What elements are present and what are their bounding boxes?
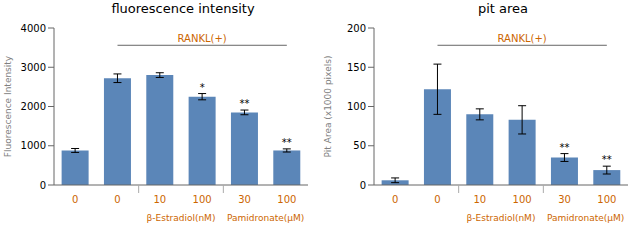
svg-text:3000: 3000 [21,62,46,73]
svg-text:4000: 4000 [21,23,46,34]
svg-text:100: 100 [513,194,532,205]
svg-text:30: 30 [558,194,571,205]
svg-text:**: ** [282,137,292,148]
svg-text:RANKL(+): RANKL(+) [498,33,547,44]
svg-text:0: 0 [114,194,120,205]
svg-text:150: 150 [347,62,366,73]
svg-text:10: 10 [473,194,486,205]
svg-text:β-Estradiol(nM): β-Estradiol(nM) [147,213,216,223]
svg-text:0: 0 [40,180,46,191]
svg-text:Fluorescence Intensity: Fluorescence Intensity [8,55,13,157]
svg-text:0: 0 [392,194,398,205]
svg-text:30: 30 [238,194,251,205]
svg-text:Pamidronate(μM): Pamidronate(μM) [547,213,624,223]
svg-text:**: ** [240,98,250,109]
svg-text:10: 10 [153,194,166,205]
svg-text:1000: 1000 [21,140,46,151]
svg-text:**: ** [602,154,612,165]
svg-text:200: 200 [347,23,366,34]
svg-text:0: 0 [434,194,440,205]
svg-text:*: * [200,82,205,93]
svg-text:β-Estradiol(nM): β-Estradiol(nM) [467,213,536,223]
svg-text:**: ** [560,142,570,153]
svg-text:Pamidronate(μM): Pamidronate(μM) [227,213,304,223]
html-text:fluorescence intensity: fluorescence intensity [111,1,255,16]
html-text:pit area: pit area [478,1,528,16]
svg-text:Pit Area (x1000 pixels): Pit Area (x1000 pixels) [323,56,333,158]
svg-text:100: 100 [277,194,296,205]
svg-text:RANKL(+): RANKL(+) [178,33,227,44]
svg-text:100: 100 [193,194,212,205]
svg-text:0: 0 [360,180,366,191]
svg-text:50: 50 [353,140,366,151]
svg-text:100: 100 [597,194,616,205]
svg-text:0: 0 [72,194,78,205]
svg-text:2000: 2000 [21,101,46,112]
svg-text:100: 100 [347,101,366,112]
